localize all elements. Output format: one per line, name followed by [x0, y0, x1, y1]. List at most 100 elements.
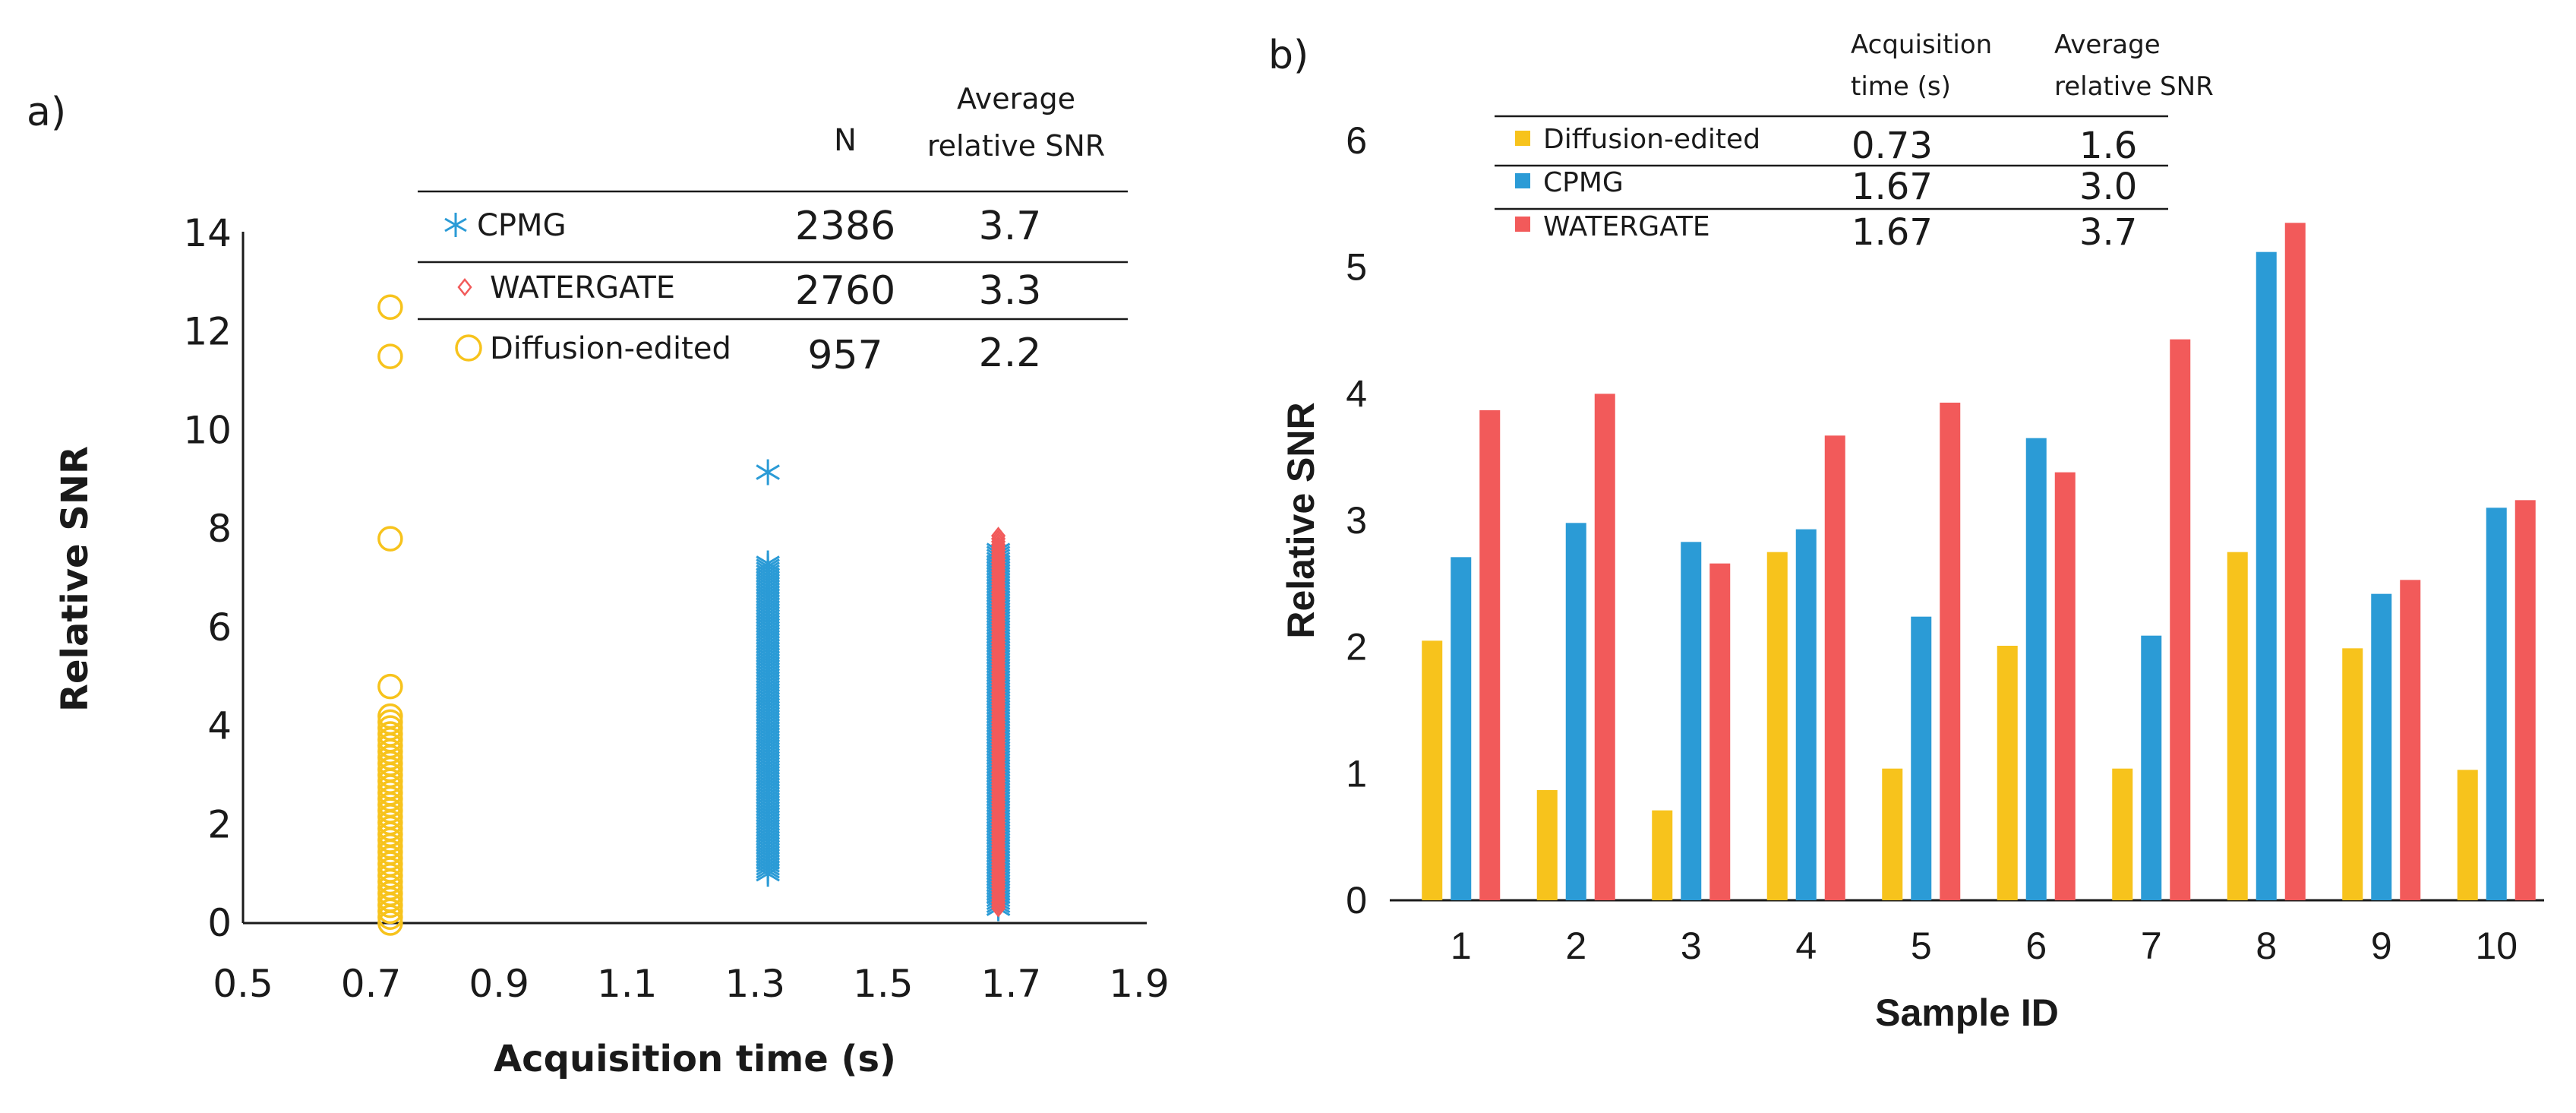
x-tick-label: 9	[2371, 925, 2392, 967]
y-tick-label: 8	[207, 507, 232, 551]
cpmg-bar	[1911, 616, 1932, 900]
panel-b-legend-table: Acquisition time (s) Average relative SN…	[1495, 30, 2214, 254]
panel-a-row-n: 957	[807, 333, 882, 378]
panel-a-row-avg: 3.7	[979, 204, 1042, 249]
panel-b-row-time: 1.67	[1852, 166, 1933, 208]
panel-b-y-tick-labels: 0 1 2 3 4 5 6	[1346, 119, 1367, 922]
cpmg-swatch-icon	[1515, 173, 1530, 188]
diffusion-bar	[1536, 790, 1558, 900]
panel-a-header-avg-line2: relative SNR	[927, 129, 1105, 163]
panel-b-row-name: WATERGATE	[1543, 211, 1710, 242]
diffusion-point	[377, 673, 403, 700]
diffusion-bar	[2112, 768, 2133, 900]
panel-b-row-time: 1.67	[1852, 211, 1933, 254]
y-tick-label: 1	[1346, 752, 1367, 795]
x-tick-label: 0.9	[469, 962, 529, 1006]
cpmg-bar	[2141, 635, 2162, 900]
diffusion-bar	[2457, 770, 2478, 900]
watergate-bar	[2170, 339, 2191, 901]
y-tick-label: 4	[207, 704, 232, 748]
panel-b-row-avg: 3.7	[2079, 211, 2137, 254]
watergate-bar	[2514, 500, 2536, 900]
panel-a-label: a)	[27, 90, 66, 135]
watergate-swatch-icon	[1515, 217, 1530, 232]
diffusion-bar	[2342, 648, 2363, 900]
x-tick-label: 5	[1911, 925, 1932, 967]
circle-marker-icon	[455, 334, 482, 362]
panel-a-legend-table: N Average relative SNR CPMG 2386 3.7 WAT…	[418, 82, 1128, 378]
diamond-marker-icon	[457, 277, 472, 297]
x-tick-label: 7	[2141, 925, 2162, 967]
panel-b-header-time-line1: Acquisition	[1851, 30, 1992, 60]
diffusion-bar	[1652, 810, 1673, 900]
cpmg-bar	[2486, 507, 2507, 900]
diffusion-point	[377, 703, 403, 729]
y-tick-label: 2	[1346, 626, 1367, 669]
cpmg-bar	[2025, 438, 2047, 900]
x-tick-label: 1.7	[981, 962, 1042, 1006]
x-tick-label: 10	[2475, 925, 2518, 967]
watergate-bar	[1594, 394, 1615, 900]
panel-b-y-axis-label: Relative SNR	[1280, 402, 1322, 638]
panel-a-header-avg-line1: Average	[957, 82, 1075, 115]
panel-b-header-avg-line2: relative SNR	[2054, 71, 2214, 102]
y-tick-label: 12	[183, 310, 232, 354]
watergate-bar	[1709, 563, 1731, 900]
x-tick-label: 0.7	[341, 962, 402, 1006]
panel-a-y-axis-label: Relative SNR	[54, 446, 96, 712]
asterisk-marker-icon	[444, 213, 467, 237]
x-tick-label: 4	[1795, 925, 1817, 967]
panel-b-row-avg: 1.6	[2079, 125, 2137, 167]
diffusion-point	[377, 294, 403, 321]
x-tick-label: 1	[1451, 925, 1472, 967]
cpmg-bar	[2371, 593, 2392, 900]
diffusion-bar	[1997, 646, 2018, 900]
cpmg-point	[756, 459, 780, 485]
diffusion-bar	[2227, 552, 2248, 900]
y-tick-label: 0	[1346, 879, 1367, 922]
panel-b-row-name: Diffusion-edited	[1543, 124, 1760, 155]
x-tick-label: 1.5	[853, 962, 914, 1006]
diffusion-point	[377, 721, 403, 747]
diffusion-bar	[1766, 552, 1788, 900]
watergate-point	[990, 526, 1006, 545]
cpmg-bar	[2256, 251, 2277, 901]
panel-a-row-avg: 2.2	[979, 330, 1042, 376]
panel-a-row-name: CPMG	[477, 208, 567, 243]
panel-b-x-tick-labels: 1 2 3 4 5 6 7 8 9 10	[1451, 925, 2518, 967]
cpmg-point	[756, 550, 780, 577]
y-tick-label: 5	[1346, 246, 1367, 289]
watergate-bar	[2284, 223, 2306, 900]
watergate-bar	[1940, 403, 1961, 900]
panel-b-header-avg-line1: Average	[2054, 30, 2161, 60]
x-tick-label: 6	[2025, 925, 2047, 967]
diffusion-swatch-icon	[1515, 131, 1530, 146]
x-tick-label: 1.9	[1109, 962, 1170, 1006]
x-tick-label: 1.1	[597, 962, 658, 1006]
diffusion-bar	[1882, 768, 1903, 900]
y-tick-label: 4	[1346, 372, 1367, 415]
panel-a-row-name: Diffusion-edited	[490, 331, 731, 366]
panel-b-row-time: 0.73	[1852, 125, 1933, 167]
x-tick-label: 1.3	[725, 962, 786, 1006]
panel-a-row-avg: 3.3	[979, 268, 1042, 314]
panel-a-row-n: 2386	[795, 204, 895, 249]
y-tick-label: 0	[207, 901, 232, 945]
diffusion-point	[377, 343, 403, 369]
cpmg-bar	[1681, 542, 1702, 900]
cpmg-bar	[1451, 557, 1472, 900]
panel-b-bars	[1422, 223, 2536, 901]
watergate-bar	[2054, 472, 2076, 900]
diffusion-bar	[1422, 640, 1443, 900]
diffusion-point	[377, 709, 403, 735]
x-tick-label: 8	[2256, 925, 2277, 967]
panel-b-header-time-line2: time (s)	[1851, 71, 1951, 102]
y-tick-label: 6	[207, 606, 232, 650]
cpmg-bar	[1565, 523, 1586, 900]
y-tick-label: 14	[183, 211, 232, 255]
panel-a-x-axis-label: Acquisition time (s)	[494, 1038, 896, 1080]
panel-a-header-n: N	[834, 123, 857, 158]
y-tick-label: 2	[207, 802, 232, 846]
